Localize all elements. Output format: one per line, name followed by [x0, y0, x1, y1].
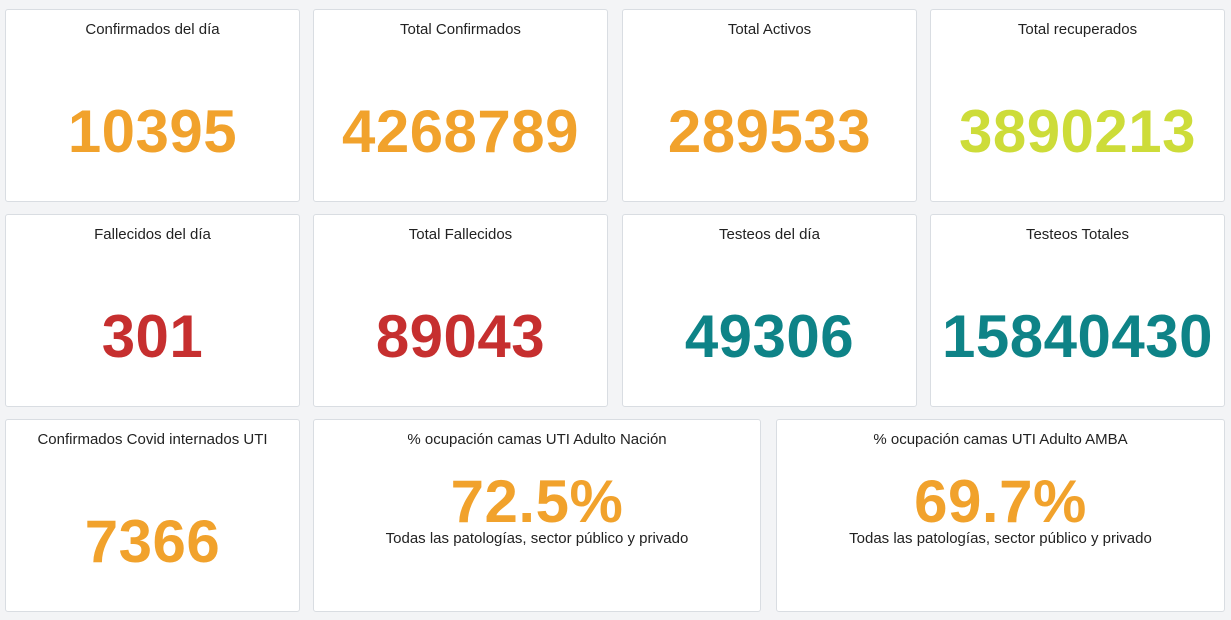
card-title: Testeos del día: [719, 226, 820, 243]
card-title: Confirmados del día: [85, 21, 220, 38]
card-fallecidos-del-dia: Fallecidos del día 301: [5, 214, 300, 407]
card-value: 15840430: [942, 303, 1213, 370]
card-title: Total Activos: [727, 21, 812, 38]
card-testeos-totales: Testeos Totales 15840430: [930, 214, 1225, 407]
card-value: 10395: [67, 98, 238, 165]
card-title: Total recuperados: [1017, 21, 1138, 38]
card-value: 89043: [375, 303, 546, 370]
card-testeos-del-dia: Testeos del día 49306: [622, 214, 917, 407]
card-title: Testeos Totales: [1025, 226, 1130, 243]
card-value: 3890213: [958, 98, 1197, 165]
card-confirmados-internados-uti: Confirmados Covid internados UTI 7366: [5, 419, 300, 612]
card-total-activos: Total Activos 289533: [622, 9, 917, 202]
card-title: Confirmados Covid internados UTI: [37, 431, 268, 448]
card-value: 301: [101, 303, 204, 370]
card-subtitle: Todas las patologías, sector público y p…: [849, 530, 1152, 547]
card-ocupacion-uti-nacion: % ocupación camas UTI Adulto Nación 72.5…: [313, 419, 761, 612]
card-confirmados-del-dia: Confirmados del día 10395: [5, 9, 300, 202]
card-total-confirmados: Total Confirmados 4268789: [313, 9, 608, 202]
card-title: % ocupación camas UTI Adulto AMBA: [873, 431, 1128, 448]
card-value: 289533: [667, 98, 872, 165]
card-title: Total Confirmados: [400, 21, 521, 38]
card-value: 69.7%: [914, 468, 1087, 535]
card-total-fallecidos: Total Fallecidos 89043: [313, 214, 608, 407]
card-value: 49306: [684, 303, 855, 370]
card-title: Fallecidos del día: [94, 226, 211, 243]
card-subtitle: Todas las patologías, sector público y p…: [385, 530, 689, 547]
card-value: 72.5%: [450, 468, 624, 535]
card-value: 4268789: [341, 98, 580, 165]
card-total-recuperados: Total recuperados 3890213: [930, 9, 1225, 202]
card-title: % ocupación camas UTI Adulto Nación: [407, 431, 667, 448]
card-title: Total Fallecidos: [408, 226, 513, 243]
card-value: 7366: [84, 508, 221, 575]
card-ocupacion-uti-amba: % ocupación camas UTI Adulto AMBA 69.7% …: [776, 419, 1225, 612]
